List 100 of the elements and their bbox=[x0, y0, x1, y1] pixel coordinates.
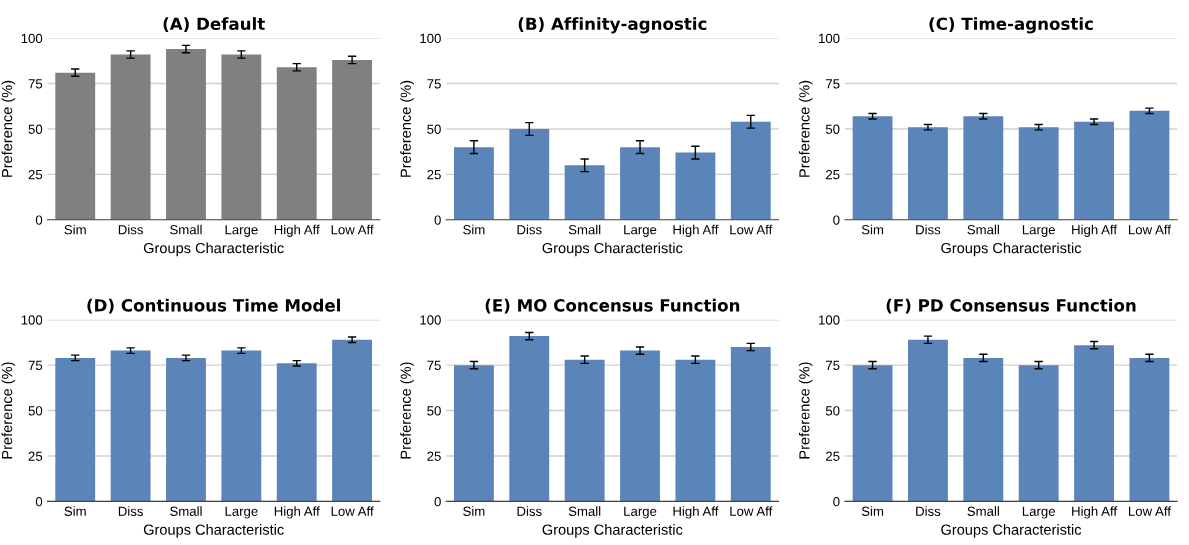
y-tick-label: 0 bbox=[833, 215, 840, 225]
bar bbox=[1129, 110, 1170, 220]
x-axis-title: Groups Characteristic bbox=[143, 524, 284, 538]
y-tick-label: 0 bbox=[35, 496, 43, 507]
x-tick-label: Sim bbox=[64, 506, 86, 516]
bar bbox=[852, 116, 893, 220]
bar bbox=[675, 359, 716, 502]
bar bbox=[908, 339, 948, 502]
y-tick-label: 100 bbox=[420, 33, 441, 44]
x-tick-label: Low Aff bbox=[331, 506, 374, 516]
y-axis-title: Preference (%) bbox=[798, 362, 813, 459]
x-tick-label: Diss bbox=[118, 506, 143, 516]
y-tick-label: 100 bbox=[420, 315, 441, 325]
y-tick-label: 50 bbox=[825, 124, 840, 134]
x-tick-label: Sim bbox=[463, 224, 485, 235]
y-tick-label: 25 bbox=[427, 169, 441, 180]
x-tick-label: Small bbox=[170, 506, 202, 516]
y-tick-label: 50 bbox=[427, 124, 441, 134]
y-axis-title: Preference (%) bbox=[798, 80, 813, 177]
bar bbox=[509, 128, 550, 220]
bar bbox=[276, 67, 317, 220]
bar bbox=[332, 59, 373, 220]
bar bbox=[110, 54, 151, 220]
x-axis-title: Groups Characteristic bbox=[143, 242, 284, 257]
x-axis-title: Groups Characteristic bbox=[941, 524, 1082, 538]
x-tick-label: Diss bbox=[118, 224, 143, 235]
x-tick-label: Diss bbox=[916, 224, 941, 235]
bar bbox=[963, 116, 1004, 220]
y-tick-label: 100 bbox=[21, 33, 43, 44]
x-tick-label: Small bbox=[170, 224, 202, 235]
chart-title: (F) PD Consensus Function bbox=[886, 298, 1136, 314]
y-tick-label: 75 bbox=[826, 360, 840, 371]
y-tick-label: 0 bbox=[434, 496, 441, 507]
x-tick-label: Small bbox=[568, 224, 601, 235]
chart-title: (B) Affinity-agnostic bbox=[518, 17, 707, 34]
y-tick-label: 25 bbox=[826, 169, 840, 180]
x-tick-label: Sim bbox=[861, 224, 884, 235]
chart-title: (C) Time-agnostic bbox=[929, 17, 1093, 34]
y-tick-label: 50 bbox=[28, 124, 43, 134]
bar bbox=[564, 165, 605, 220]
bar bbox=[453, 147, 494, 220]
bar bbox=[1129, 357, 1170, 502]
y-tick-label: 75 bbox=[28, 79, 43, 89]
x-tick-label: Low Aff bbox=[1128, 506, 1171, 516]
x-tick-label: High Aff bbox=[673, 224, 719, 237]
y-tick-label: 75 bbox=[427, 79, 441, 89]
chart-title: (E) MO Concensus Function bbox=[485, 298, 740, 314]
x-tick-label: Low Aff bbox=[730, 506, 773, 516]
y-tick-label: 100 bbox=[819, 33, 840, 44]
x-axis-title: Groups Characteristic bbox=[542, 242, 683, 257]
bar bbox=[620, 350, 660, 502]
x-tick-label: Sim bbox=[64, 224, 86, 235]
x-tick-label: Diss bbox=[517, 506, 542, 516]
y-tick-label: 75 bbox=[427, 360, 441, 371]
bar bbox=[453, 365, 494, 502]
bar bbox=[730, 121, 771, 220]
y-tick-label: 0 bbox=[833, 496, 840, 507]
y-tick-label: 50 bbox=[427, 406, 441, 416]
y-tick-label: 50 bbox=[28, 406, 43, 416]
bar bbox=[963, 357, 1004, 502]
y-axis-title: Preference (%) bbox=[400, 362, 414, 459]
chart-title: (D) Continuous Time Model bbox=[87, 298, 340, 314]
x-tick-label: High Aff bbox=[274, 224, 320, 237]
x-tick-label: Small bbox=[967, 224, 999, 235]
x-axis-title: Groups Characteristic bbox=[542, 524, 683, 538]
x-tick-label: Diss bbox=[517, 224, 542, 235]
bar bbox=[908, 127, 948, 220]
y-tick-label: 50 bbox=[825, 406, 840, 416]
x-tick-label: Large bbox=[1022, 225, 1055, 237]
bar bbox=[332, 339, 373, 502]
bar bbox=[1074, 121, 1114, 220]
bar bbox=[221, 54, 262, 220]
y-axis-title: Preference (%) bbox=[400, 80, 414, 177]
y-axis-title: Preference (%) bbox=[1, 362, 16, 459]
bar bbox=[221, 350, 262, 502]
bar bbox=[1018, 365, 1059, 502]
bar bbox=[55, 357, 96, 502]
y-tick-label: 75 bbox=[826, 79, 840, 89]
bar bbox=[509, 336, 550, 502]
x-tick-label: Small bbox=[967, 506, 999, 516]
bar bbox=[1074, 345, 1114, 502]
x-tick-label: Diss bbox=[916, 506, 941, 516]
x-tick-label: Large bbox=[624, 225, 657, 237]
x-tick-label: High Aff bbox=[274, 506, 320, 519]
bar bbox=[110, 350, 151, 502]
x-tick-label: High Aff bbox=[1072, 224, 1118, 237]
bar bbox=[564, 359, 605, 502]
x-tick-label: Low Aff bbox=[730, 224, 773, 235]
y-tick-label: 75 bbox=[28, 360, 43, 371]
x-axis-title: Groups Characteristic bbox=[941, 242, 1082, 257]
bar bbox=[166, 357, 206, 502]
x-tick-label: Large bbox=[225, 506, 258, 519]
x-tick-label: Low Aff bbox=[1128, 224, 1171, 235]
x-tick-label: Large bbox=[1022, 506, 1055, 519]
bar bbox=[166, 49, 206, 220]
x-tick-label: High Aff bbox=[673, 506, 719, 519]
bar bbox=[730, 346, 771, 502]
x-tick-label: Low Aff bbox=[331, 224, 374, 235]
y-tick-label: 0 bbox=[35, 215, 43, 225]
x-tick-label: Small bbox=[568, 506, 601, 516]
